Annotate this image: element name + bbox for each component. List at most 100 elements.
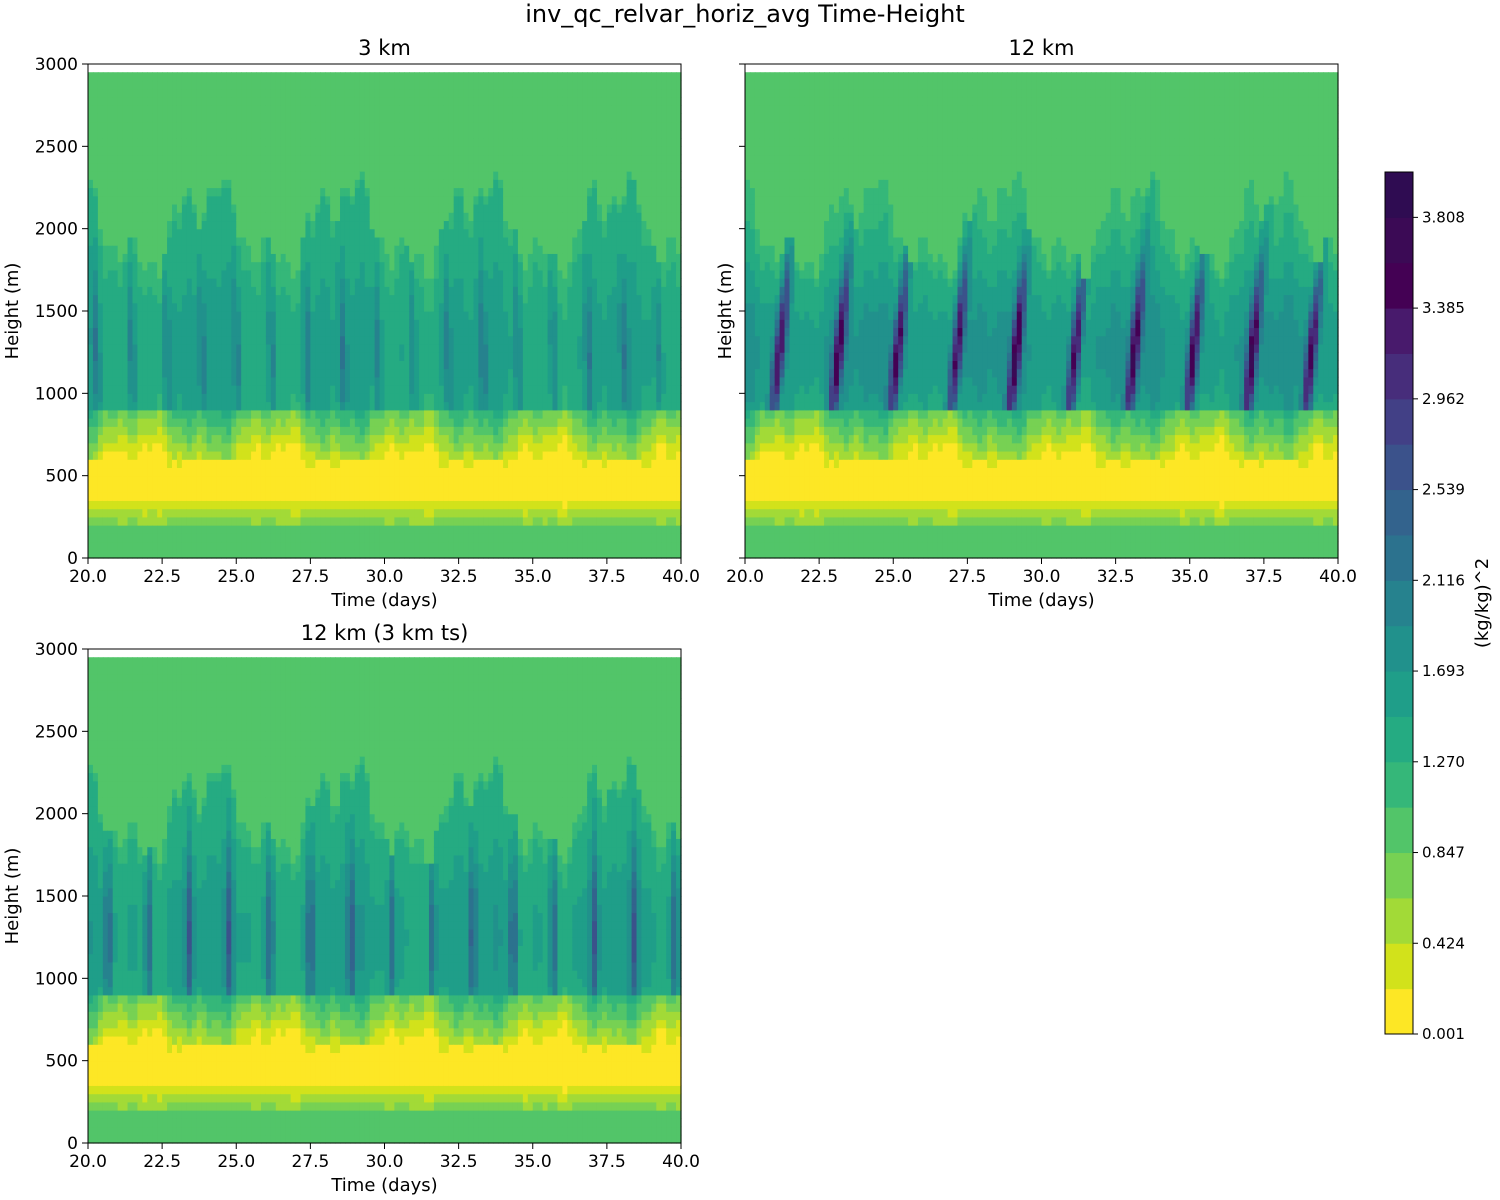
heat-cell — [300, 360, 307, 370]
heat-cell — [270, 376, 277, 386]
heat-cell — [384, 352, 391, 361]
heat-cell — [206, 228, 213, 238]
heat-cell — [157, 302, 163, 312]
heat-cell — [340, 401, 346, 411]
heat-cell — [438, 72, 445, 82]
heat-cell — [132, 360, 139, 370]
heat-cell — [473, 212, 479, 222]
heat-cell — [241, 113, 247, 123]
heat-cell — [349, 442, 356, 452]
heat-cell — [330, 195, 336, 205]
heat-cell — [107, 541, 114, 551]
heat-cell — [419, 113, 425, 123]
heat-cell — [458, 541, 465, 551]
heat-cell — [157, 393, 163, 403]
heat-cell — [97, 236, 104, 246]
heat-cell — [97, 327, 104, 337]
heat-cell — [132, 368, 139, 378]
heat-cell — [433, 236, 440, 246]
heat-cell — [433, 245, 440, 254]
heat-cell — [300, 525, 307, 534]
heat-cell — [285, 459, 292, 469]
heat-cell — [414, 261, 420, 271]
heat-cell — [226, 525, 232, 534]
heat-cell — [414, 401, 420, 411]
heat-cell — [97, 146, 104, 156]
heat-cell — [483, 475, 489, 485]
heat-cell — [216, 236, 223, 246]
heat-cell — [409, 335, 415, 345]
heat-cell — [498, 212, 504, 222]
heat-cell — [236, 516, 242, 526]
heat-cell — [335, 302, 341, 312]
heat-cell — [384, 525, 391, 534]
heat-cell — [424, 88, 430, 98]
heat-cell — [107, 352, 114, 361]
heat-cell — [330, 418, 336, 427]
heat-cell — [478, 459, 484, 469]
heat-cell — [206, 360, 213, 370]
heat-cell — [127, 360, 134, 370]
heat-cell — [320, 129, 326, 139]
heat-cell — [231, 195, 237, 205]
heat-cell — [117, 154, 124, 164]
heat-cell — [498, 385, 504, 394]
heat-cell — [453, 335, 460, 345]
heat-cell — [142, 376, 148, 386]
heat-cell — [122, 269, 129, 279]
heat-cell — [122, 483, 129, 493]
heat-cell — [280, 294, 287, 304]
heat-cell — [275, 294, 282, 304]
heat-cell — [483, 80, 489, 90]
heat-cell — [369, 72, 376, 82]
heat-cell — [404, 294, 410, 304]
heat-cell — [241, 96, 247, 106]
heat-cell — [275, 171, 282, 180]
heat-cell — [320, 294, 326, 304]
heat-cell — [112, 508, 119, 518]
heat-cell — [97, 129, 104, 139]
heat-cell — [399, 467, 405, 477]
heat-cell — [152, 483, 158, 493]
heat-cell — [409, 401, 415, 411]
heat-cell — [340, 426, 346, 436]
heat-cell — [310, 88, 316, 98]
heat-cell — [310, 171, 316, 180]
heat-cell — [369, 302, 376, 312]
heat-cell — [438, 360, 445, 370]
heat-cell — [399, 525, 405, 534]
heat-cell — [206, 138, 213, 147]
heat-cell — [478, 72, 484, 82]
heat-cell — [379, 88, 386, 98]
heat-cell — [231, 500, 237, 510]
heat-cell — [127, 426, 134, 436]
heat-cell — [172, 335, 178, 345]
heat-cell — [354, 368, 361, 378]
heat-cell — [488, 195, 494, 205]
heat-cell — [102, 72, 109, 82]
heat-cell — [364, 245, 371, 254]
heat-cell — [448, 187, 455, 197]
heat-cell — [181, 475, 188, 485]
heat-cell — [122, 245, 129, 254]
heat-cell — [251, 335, 257, 345]
heat-cell — [448, 516, 455, 526]
heat-cell — [290, 253, 297, 263]
heat-cell — [97, 113, 104, 123]
heat-cell — [147, 343, 153, 353]
heat-cell — [97, 96, 104, 106]
heat-cell — [92, 541, 99, 551]
heat-cell — [448, 138, 455, 147]
heat-cell — [251, 450, 257, 460]
heat-cell — [295, 154, 302, 164]
heat-cell — [176, 96, 183, 106]
heat-cell — [142, 302, 148, 312]
heat-cell — [191, 409, 198, 419]
heat-cell — [172, 385, 178, 394]
heat-cell — [424, 360, 430, 370]
heat-cell — [147, 220, 153, 230]
heat-cell — [270, 549, 277, 559]
heat-cell — [181, 385, 188, 394]
heat-cell — [384, 212, 391, 222]
heat-cell — [162, 492, 168, 501]
